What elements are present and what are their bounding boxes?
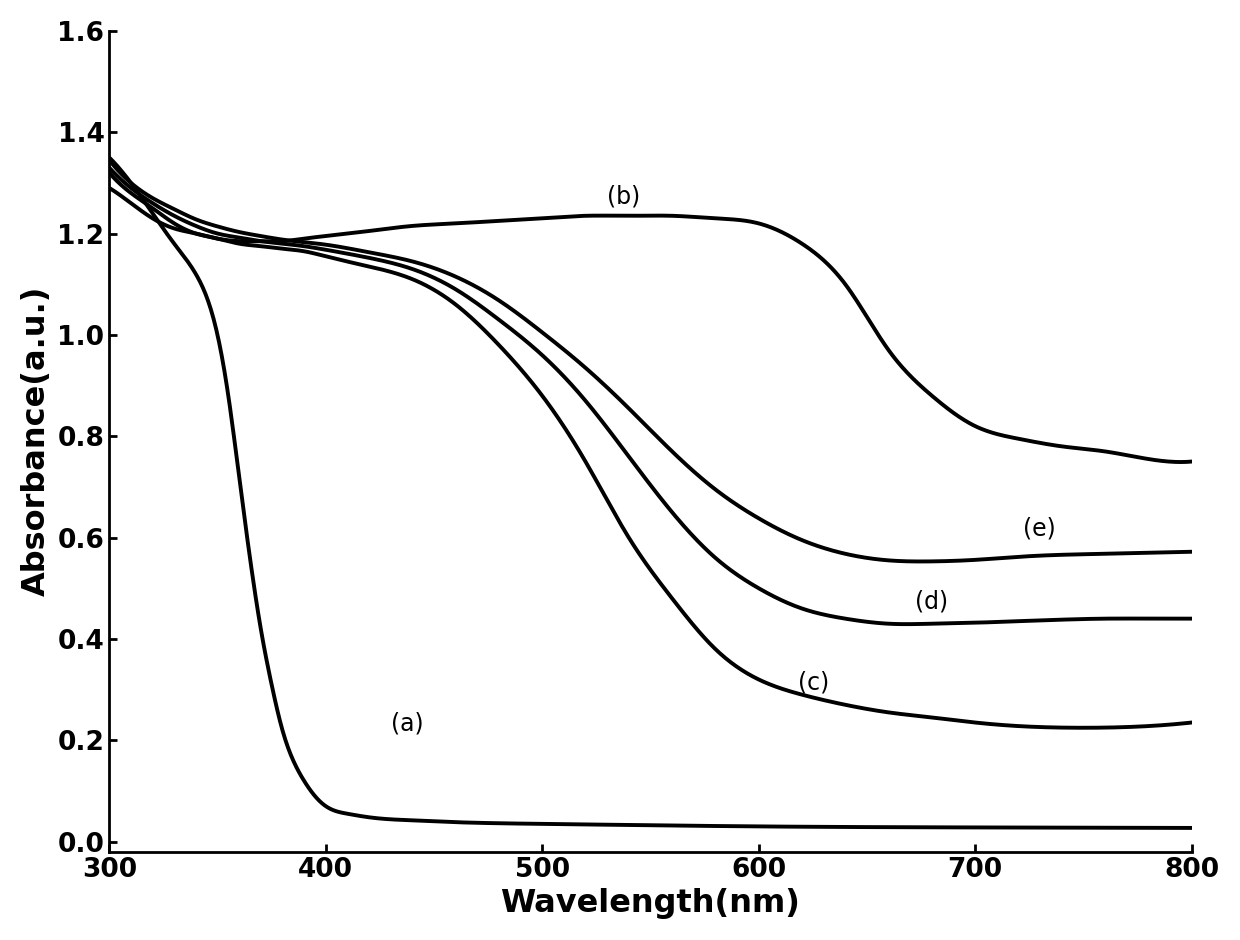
Text: (c): (c) [797, 670, 828, 695]
Text: (d): (d) [915, 589, 947, 614]
Text: (a): (a) [391, 712, 423, 735]
Text: (e): (e) [1023, 516, 1055, 540]
X-axis label: Wavelength(nm): Wavelength(nm) [501, 888, 800, 919]
Y-axis label: Absorbance(a.u.): Absorbance(a.u.) [21, 286, 52, 597]
Text: (b): (b) [608, 184, 640, 208]
